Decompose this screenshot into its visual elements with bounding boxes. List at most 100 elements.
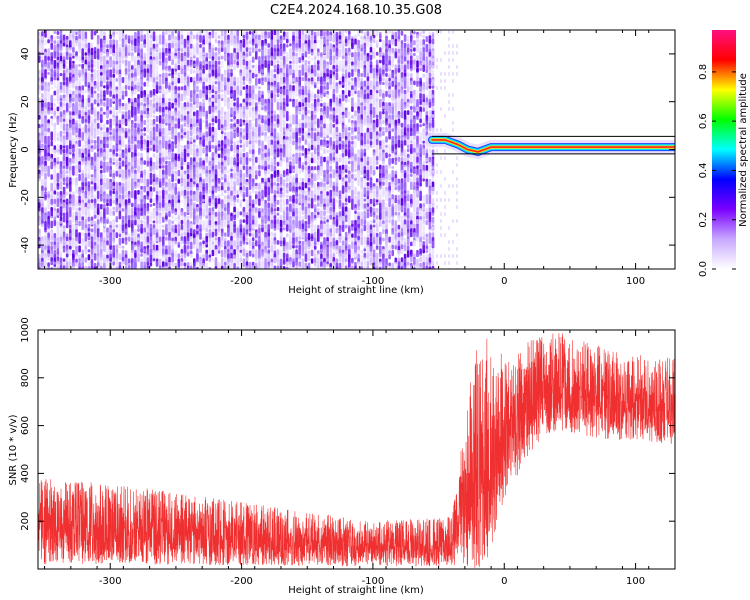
spectrogram-cell bbox=[75, 195, 78, 201]
spectrogram-cell bbox=[208, 237, 212, 246]
spectrogram-cell bbox=[112, 266, 115, 269]
spectrogram-cell bbox=[121, 131, 125, 138]
spectrogram-cell bbox=[338, 48, 342, 58]
spectrogram-cell bbox=[93, 214, 97, 219]
spectrogram-cell bbox=[220, 60, 224, 69]
spectrogram-cell bbox=[214, 211, 218, 218]
spectrogram-cell bbox=[100, 265, 103, 269]
spectrogram-cell bbox=[273, 165, 277, 172]
spectrogram-cell bbox=[158, 60, 162, 66]
spectrogram-cell bbox=[199, 80, 202, 84]
spectrogram-cell bbox=[131, 44, 134, 52]
spectrogram-cell bbox=[189, 148, 193, 156]
spectrogram-cell bbox=[56, 77, 60, 81]
spectrogram-cell bbox=[227, 81, 230, 94]
spectrogram-cell bbox=[183, 60, 187, 66]
spectrogram-cell bbox=[118, 47, 122, 53]
spectrogram-cell bbox=[115, 224, 119, 228]
spectrogram-cell bbox=[183, 267, 187, 269]
spectrogram-cell bbox=[158, 190, 162, 195]
spectrogram-cell bbox=[199, 61, 202, 66]
spectrogram-cell bbox=[177, 118, 181, 129]
spectrogram-cell bbox=[286, 224, 289, 232]
spectrogram-cell bbox=[214, 39, 218, 44]
spectrogram-cell bbox=[295, 152, 298, 158]
spectrogram-cell bbox=[81, 132, 84, 141]
spectrogram-cell bbox=[211, 122, 215, 126]
spectrogram-cell bbox=[177, 35, 181, 41]
spectrogram-cell bbox=[155, 136, 159, 142]
spectrogram-cell bbox=[134, 177, 137, 182]
spectrogram-cell bbox=[282, 34, 286, 41]
spectrogram-cell bbox=[317, 86, 320, 90]
spectrogram-cell bbox=[298, 141, 301, 146]
spectrogram-cell bbox=[47, 56, 50, 61]
spectrogram-cell bbox=[230, 140, 233, 145]
spectrogram-cell bbox=[366, 253, 370, 260]
spectrogram-cell bbox=[236, 153, 239, 158]
spectrogram-cell bbox=[38, 140, 41, 147]
spectrogram-cell bbox=[62, 103, 66, 107]
spectrogram-cell bbox=[143, 232, 146, 239]
spectrogram-cell bbox=[146, 147, 150, 153]
spectrogram-cell bbox=[47, 131, 50, 136]
spectrogram-cell bbox=[298, 220, 301, 231]
spectrogram-cell bbox=[96, 103, 100, 107]
spectrogram-cell bbox=[41, 132, 44, 143]
spectrogram-cell bbox=[276, 136, 280, 141]
spectrogram-cell bbox=[264, 190, 267, 196]
spectrogram-cell bbox=[196, 144, 199, 149]
spectrogram-cell bbox=[344, 240, 348, 244]
spectrogram-cell bbox=[112, 161, 115, 165]
spectrogram-cell bbox=[50, 73, 53, 79]
spectrogram-cell bbox=[106, 186, 109, 190]
spectrogram-cell bbox=[140, 102, 143, 106]
spectrogram-cell bbox=[149, 144, 153, 149]
spectrogram-cell bbox=[180, 165, 184, 171]
spectrogram-cell bbox=[96, 240, 100, 246]
spectrogram-cell bbox=[363, 152, 367, 157]
spectrogram-cell bbox=[162, 60, 165, 71]
spectrogram-cell bbox=[186, 118, 190, 124]
spectrogram-cell bbox=[75, 143, 78, 154]
spectrogram-cell bbox=[152, 181, 156, 188]
spectrogram-cell bbox=[72, 165, 75, 176]
spectrogram-cell bbox=[186, 173, 190, 180]
spectrogram-cell bbox=[369, 206, 373, 213]
spectrogram-cell bbox=[217, 211, 221, 218]
spectrogram-cell bbox=[214, 148, 218, 153]
spectrogram-cell bbox=[140, 148, 143, 152]
spectrogram-cell bbox=[360, 232, 363, 238]
spectrogram-cell bbox=[146, 107, 150, 112]
spectrogram-cell bbox=[183, 153, 187, 163]
spectrogram-cell bbox=[44, 227, 47, 231]
spectrogram-cell bbox=[202, 198, 205, 203]
spectrogram-cell bbox=[199, 194, 202, 200]
spectrogram-cell bbox=[47, 86, 50, 90]
spectrogram-cell bbox=[354, 127, 357, 132]
spectrogram-cell bbox=[338, 143, 342, 150]
spectrogram-cell bbox=[131, 266, 134, 269]
spectrogram-cell bbox=[84, 77, 88, 84]
spectrogram-cell bbox=[62, 63, 66, 67]
spectrogram-cell bbox=[189, 130, 193, 137]
spectrogram-cell bbox=[127, 85, 131, 91]
spectrogram-cell bbox=[248, 157, 252, 162]
spectrogram-cell bbox=[326, 181, 329, 185]
spectrogram-cell bbox=[236, 61, 239, 66]
spectrogram-cell bbox=[162, 31, 165, 37]
spectrogram-cell bbox=[227, 124, 230, 131]
spectrogram-cell bbox=[152, 228, 156, 234]
spectrogram-cell bbox=[289, 151, 292, 158]
spectrogram-cell bbox=[143, 94, 146, 103]
spectrogram-cell bbox=[180, 249, 184, 254]
spectrogram-cell bbox=[295, 232, 298, 238]
spectrogram-cell bbox=[239, 160, 243, 165]
spectrogram-cell bbox=[233, 115, 236, 120]
spectrogram-cell bbox=[56, 241, 60, 249]
spectrogram-cell bbox=[348, 160, 351, 165]
spectrogram-cell bbox=[357, 30, 360, 37]
spectrogram-cell bbox=[236, 198, 239, 203]
spectrogram-cell bbox=[217, 56, 221, 61]
spectrogram-cell bbox=[239, 189, 243, 196]
